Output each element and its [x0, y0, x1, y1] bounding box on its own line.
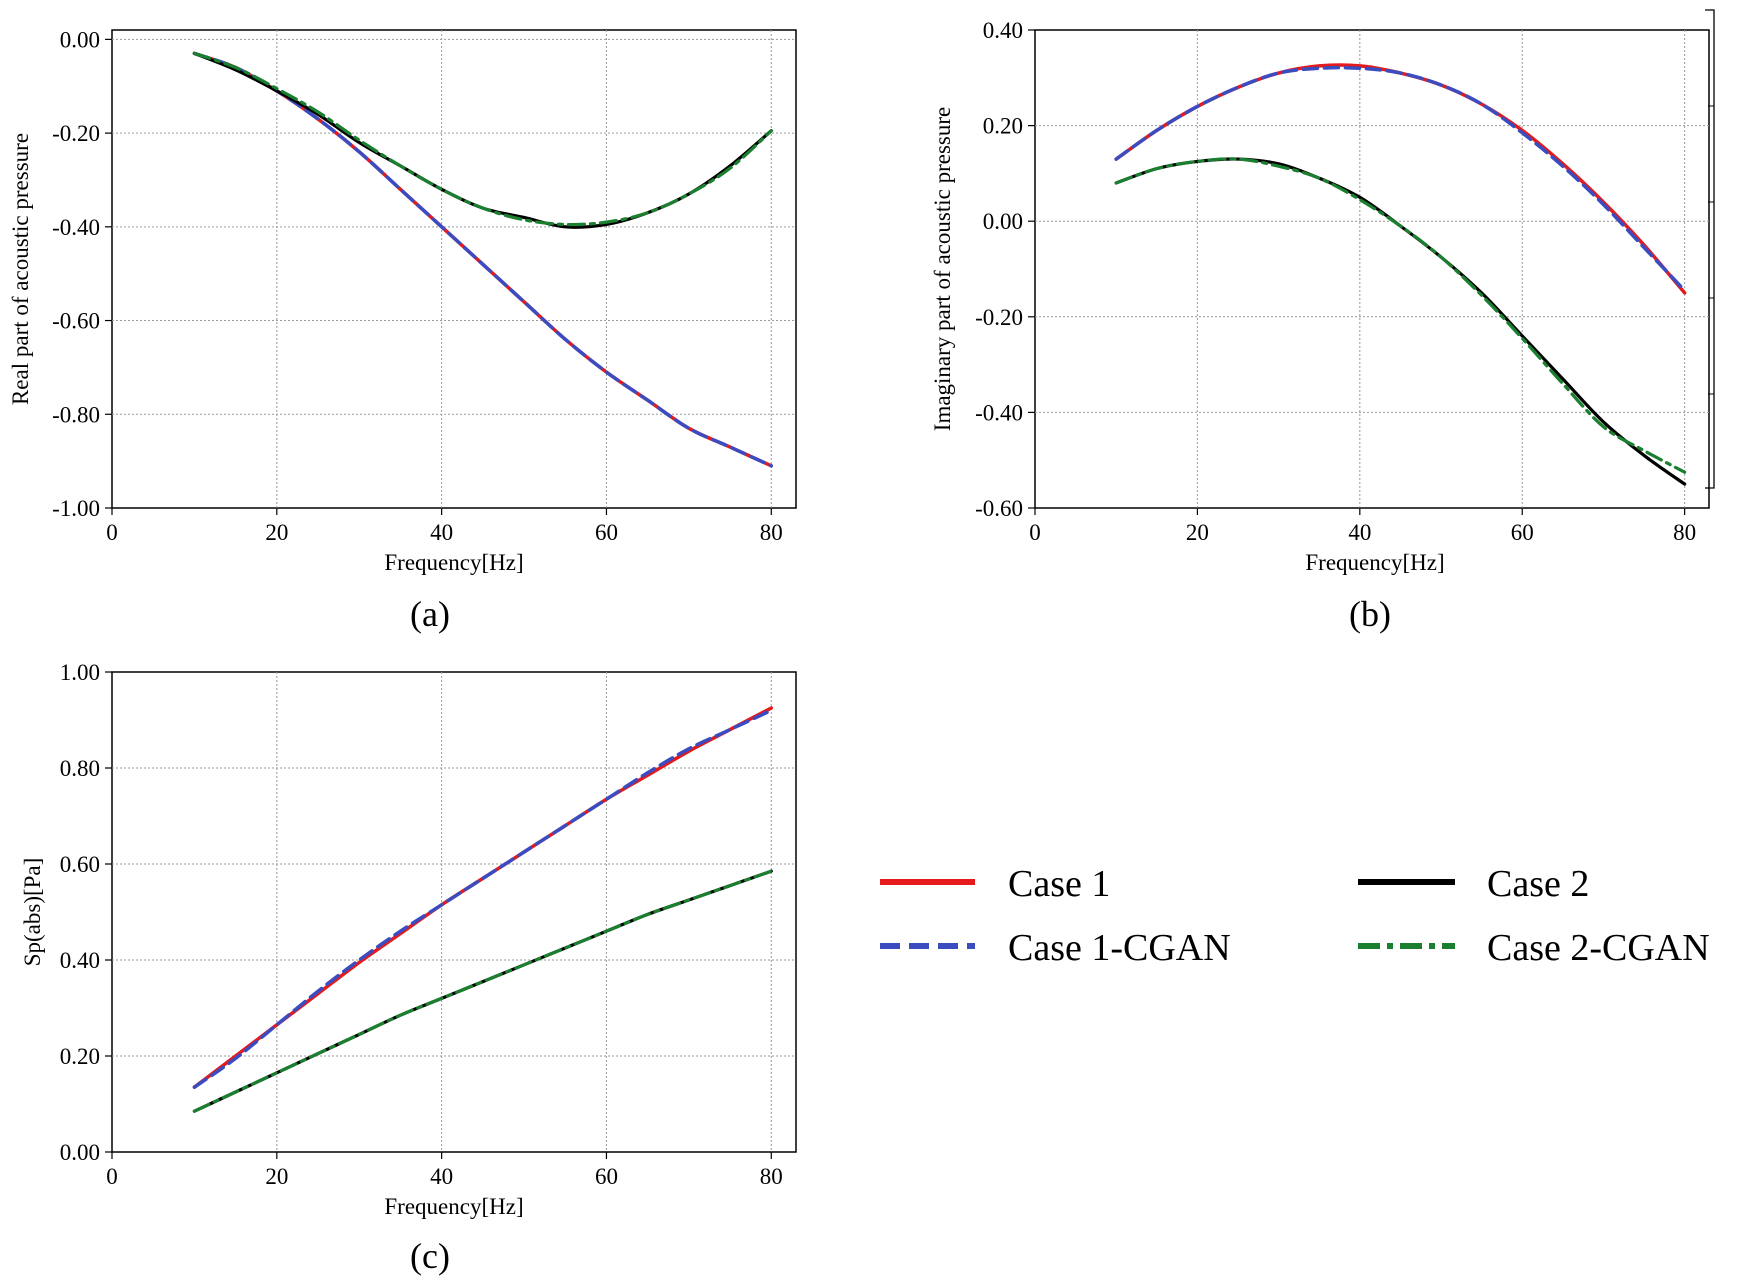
panel-c-xtick-label: 40: [430, 1164, 453, 1189]
panel-c-xtick-label: 0: [106, 1164, 118, 1189]
panel-a-ylabel: Real part of acoustic pressure: [8, 133, 33, 405]
panel-c-series-case-1-cgan: [192, 708, 774, 1089]
panel-c-xtick-label: 80: [760, 1164, 783, 1189]
panel-b-xtick-label: 60: [1511, 520, 1534, 545]
panel-a-caption: (a): [410, 594, 450, 634]
panel-b-ytick-label: -0.20: [975, 305, 1023, 330]
panel-b-xtick-label: 0: [1029, 520, 1041, 545]
panel-c-ytick-label: 0.40: [60, 948, 100, 973]
panel-a-ytick-label: -0.20: [52, 121, 100, 146]
panel-a-ytick-label: -1.00: [52, 496, 100, 521]
panel-b-side-bracket: [1705, 9, 1715, 489]
panel-b-chart: 0 20 40 60 80 0.40 0.20 0.00 -0.20 -0.40 -0.60 Fre…: [930, 9, 1715, 634]
panel-b-xtick-label: 80: [1673, 520, 1696, 545]
panel-b-ytick-label: -0.40: [975, 400, 1023, 425]
panel-a-xtick-label: 0: [106, 520, 118, 545]
panel-c-caption: (c): [410, 1236, 450, 1276]
panel-a-ytick-label: 0.00: [60, 27, 100, 52]
panel-b-plot-area: [1034, 29, 1710, 509]
legend-label-case-1: Case 1: [1008, 863, 1110, 905]
panel-c-xtick-label: 20: [265, 1164, 288, 1189]
panel-b-ticks: 0 20 40 60 80 0.40 0.20 0.00 -0.20 -0.40 -0.60: [975, 18, 1696, 545]
panel-a-xlabel: Frequency[Hz]: [384, 550, 523, 575]
panel-b-caption: (b): [1349, 594, 1391, 634]
panel-a-chart: 0 20 40 60 80 0.00 -0.20 -0.40 -0.60 -0.80 -1.00 F…: [8, 27, 797, 634]
panel-b-xtick-label: 20: [1186, 520, 1209, 545]
panel-c-series-case-2-cgan: [192, 869, 773, 1113]
panel-a-ytick-label: -0.40: [52, 215, 100, 240]
panel-c-ytick-label: 1.00: [60, 660, 100, 685]
panel-b-xtick-label: 40: [1348, 520, 1371, 545]
panel-a-grid: [112, 30, 796, 508]
panel-a-ticks: 0 20 40 60 80 0.00 -0.20 -0.40 -0.60 -0.80 -1.00: [52, 27, 783, 545]
panel-a-xtick-label: 80: [760, 520, 783, 545]
panel-c-ytick-label: 0.80: [60, 756, 100, 781]
panel-b-series-case-2-cgan: [1114, 157, 1687, 474]
panel-a-ytick-label: -0.80: [52, 402, 100, 427]
panel-b-ytick-label: -0.60: [975, 496, 1023, 521]
panel-b-ytick-label: 0.40: [983, 18, 1023, 43]
panel-a-xtick-label: 20: [265, 520, 288, 545]
panel-c-ytick-label: 0.00: [60, 1140, 100, 1165]
panel-c-xtick-label: 60: [595, 1164, 618, 1189]
panel-b-ytick-label: 0.20: [983, 114, 1023, 139]
panel-a-plot-area: [111, 29, 797, 509]
panel-c-ticks: 0 20 40 60 80 1.00 0.80 0.60 0.40 0.20 0.00: [60, 660, 783, 1189]
legend: Case 1 Case 1-CGAN Case 2 Case 2-CGAN: [880, 863, 1710, 969]
panel-b-series-case-1-cgan: [1114, 65, 1687, 293]
panel-a-xtick-label: 60: [595, 520, 618, 545]
panel-c-chart: 0 20 40 60 80 1.00 0.80 0.60 0.40 0.20 0.00 Freque…: [20, 660, 797, 1276]
panel-c-ytick-label: 0.60: [60, 852, 100, 877]
panel-c-ylabel: Sp(abs)[Pa]: [20, 858, 45, 967]
panel-b-ytick-label: 0.00: [983, 209, 1023, 234]
panel-c-ytick-label: 0.20: [60, 1044, 100, 1069]
panel-b-grid: [1035, 30, 1709, 508]
panel-b-ylabel: Imaginary part of acoustic pressure: [930, 107, 955, 431]
panel-c-plot-area: [111, 671, 797, 1153]
panel-b-xlabel: Frequency[Hz]: [1305, 550, 1444, 575]
panel-a-series-case-2-cgan: [192, 51, 773, 227]
panel-a-series: [192, 51, 774, 468]
legend-label-case-2: Case 2: [1487, 863, 1589, 905]
panel-a-ytick-label: -0.60: [52, 309, 100, 334]
panel-c-grid: [112, 672, 796, 1152]
panel-a-xtick-label: 40: [430, 520, 453, 545]
panel-c-series: [192, 706, 774, 1113]
legend-label-case-1-cgan: Case 1-CGAN: [1008, 927, 1231, 969]
legend-label-case-2-cgan: Case 2-CGAN: [1487, 927, 1710, 969]
panel-c-xlabel: Frequency[Hz]: [384, 1194, 523, 1219]
panel-b-series: [1114, 63, 1687, 486]
